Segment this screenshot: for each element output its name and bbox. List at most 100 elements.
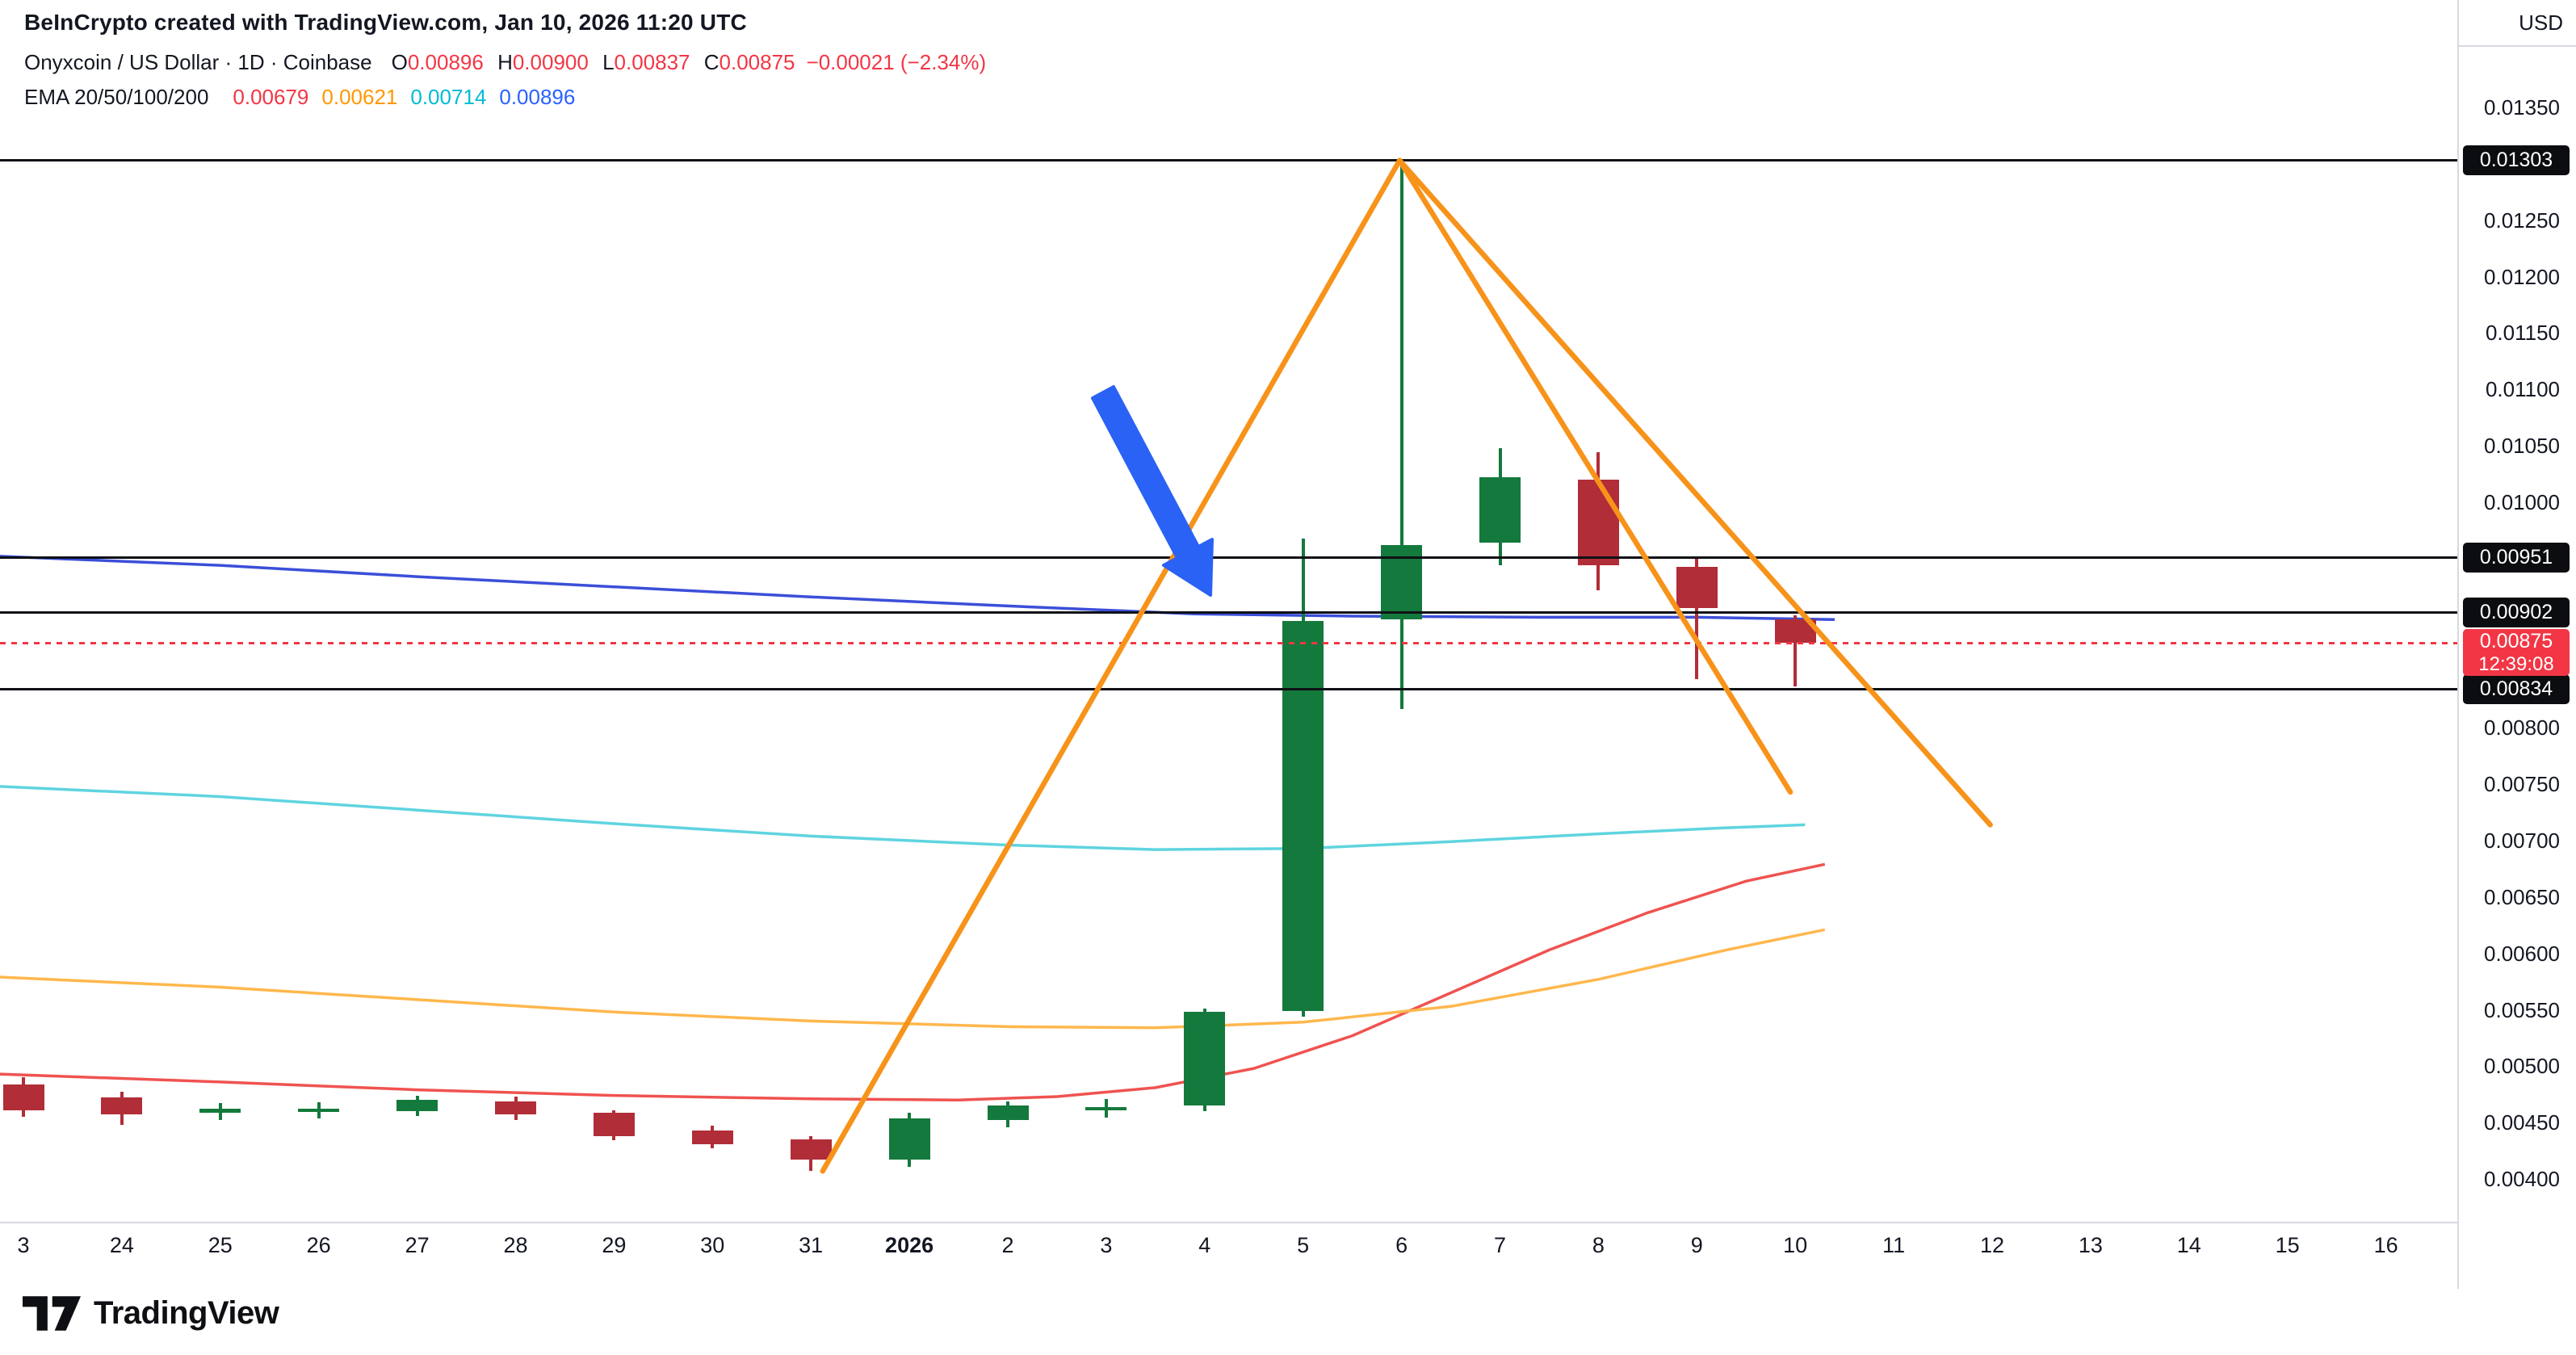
candle[interactable] bbox=[199, 1109, 241, 1113]
candle[interactable] bbox=[790, 1139, 832, 1160]
price-level-line[interactable] bbox=[0, 159, 2457, 162]
price-tick-label: 0.01050 bbox=[2484, 434, 2560, 459]
candle-wick bbox=[1794, 615, 1798, 686]
ema-20-value: 0.00679 bbox=[233, 85, 309, 109]
candle[interactable] bbox=[1184, 1012, 1226, 1106]
price-level-line[interactable] bbox=[0, 611, 2457, 615]
trendline-descending-1[interactable] bbox=[1396, 157, 1794, 795]
price-level-badge: 0.01303 bbox=[2463, 145, 2570, 176]
last-price-badge: 0.00875 12:39:08 bbox=[2463, 628, 2570, 676]
trendline-descending-2[interactable] bbox=[1396, 157, 1993, 828]
price-tick-label: 0.01350 bbox=[2484, 95, 2560, 120]
candle[interactable] bbox=[101, 1097, 143, 1115]
last-price-value: 0.00875 bbox=[2479, 630, 2553, 652]
price-tick-label: 0.01000 bbox=[2484, 489, 2560, 514]
candle[interactable] bbox=[1676, 566, 1718, 609]
low-label: L bbox=[602, 50, 615, 74]
price-level-badge: 0.00834 bbox=[2463, 674, 2570, 705]
tradingview-brand-text: TradingView bbox=[94, 1295, 279, 1331]
ema-legend-values: 0.00679 0.00621 0.00714 0.00896 bbox=[220, 85, 575, 110]
candles-layer bbox=[2, 160, 1816, 1172]
ema-50-value: 0.00621 bbox=[321, 85, 398, 109]
price-tick-label: 0.00800 bbox=[2484, 715, 2560, 740]
candle-wick bbox=[1399, 160, 1403, 709]
price-tick-label: 0.01200 bbox=[2484, 264, 2560, 289]
price-level-badge: 0.00951 bbox=[2463, 542, 2570, 573]
time-tick-label: 13 bbox=[2078, 1233, 2103, 1257]
candle[interactable] bbox=[1479, 477, 1521, 543]
time-tick-label: 3 bbox=[1100, 1233, 1113, 1257]
symbol-title: Onyxcoin / US Dollar · 1D · Coinbase bbox=[24, 50, 372, 74]
last-price-line bbox=[0, 642, 2457, 644]
time-tick-label: 16 bbox=[2373, 1233, 2398, 1257]
close-value: 0.00875 bbox=[719, 50, 795, 74]
candle[interactable] bbox=[987, 1105, 1029, 1121]
time-tick-label: 11 bbox=[1882, 1233, 1906, 1257]
price-tick-label: 0.01250 bbox=[2484, 208, 2560, 233]
time-tick-label: 9 bbox=[1690, 1233, 1703, 1257]
time-tick-label: 5 bbox=[1297, 1233, 1310, 1257]
time-tick-label: 31 bbox=[799, 1233, 824, 1257]
candle[interactable] bbox=[2, 1084, 44, 1110]
time-tick-label: 7 bbox=[1493, 1233, 1507, 1257]
candle[interactable] bbox=[1282, 620, 1324, 1011]
candle[interactable] bbox=[593, 1112, 635, 1136]
trendline-ascending[interactable] bbox=[820, 157, 1403, 1174]
high-label: H bbox=[497, 50, 513, 74]
open-value: 0.00896 bbox=[407, 50, 484, 74]
ema-200-line[interactable] bbox=[0, 555, 1836, 621]
candle[interactable] bbox=[888, 1118, 930, 1160]
price-level-line[interactable] bbox=[0, 556, 2457, 559]
time-tick-label: 2 bbox=[1001, 1233, 1014, 1257]
tradingview-brand-link[interactable]: TradingView bbox=[23, 1295, 279, 1332]
time-tick-label: 24 bbox=[109, 1233, 134, 1257]
time-axis[interactable]: 3 24 25 26 27 28 29 30 31 2026 2 3 4 5 6 7 8 9 10 11 12 13 14 1… bbox=[0, 1222, 2576, 1290]
time-tick-label: 25 bbox=[208, 1233, 233, 1257]
arrow-annotation[interactable] bbox=[1091, 385, 1214, 597]
ema-lines-layer bbox=[0, 555, 1836, 1101]
attribution-text: BeInCrypto created with TradingView.com,… bbox=[24, 10, 747, 35]
time-tick-label: 15 bbox=[2275, 1233, 2300, 1257]
drawings-layer bbox=[820, 157, 1993, 1174]
axis-currency-label: USD bbox=[2459, 0, 2576, 47]
time-tick-label: 10 bbox=[1783, 1233, 1808, 1257]
price-tick-label: 0.00500 bbox=[2484, 1054, 2560, 1079]
chart-plot-area[interactable] bbox=[0, 0, 2457, 1222]
ema-20-line[interactable] bbox=[0, 862, 1826, 1101]
price-tick-label: 0.00600 bbox=[2484, 941, 2560, 966]
candle[interactable] bbox=[396, 1100, 438, 1112]
ema-100-line[interactable] bbox=[0, 785, 1806, 851]
low-value: 0.00837 bbox=[614, 50, 690, 74]
time-tick-label: 29 bbox=[602, 1233, 627, 1257]
symbol-legend-row: Onyxcoin / US Dollar · 1D · Coinbase O0.… bbox=[24, 50, 986, 75]
candle[interactable] bbox=[495, 1101, 536, 1115]
change-value: −0.00021 (−2.34%) bbox=[806, 50, 987, 74]
time-tick-label: 8 bbox=[1592, 1233, 1605, 1257]
ema-50-line[interactable] bbox=[0, 928, 1826, 1030]
time-tick-label: 30 bbox=[700, 1233, 725, 1257]
close-label: C bbox=[703, 50, 720, 74]
chart-header: BeInCrypto created with TradingView.com,… bbox=[24, 10, 986, 110]
price-tick-label: 0.00550 bbox=[2484, 997, 2560, 1022]
tradingview-logo-icon bbox=[23, 1296, 81, 1331]
price-tick-label: 0.00400 bbox=[2484, 1167, 2560, 1191]
candle[interactable] bbox=[1085, 1106, 1127, 1110]
price-tick-label: 0.01100 bbox=[2485, 377, 2560, 402]
price-tick-label: 0.00750 bbox=[2484, 772, 2560, 797]
price-level-line[interactable] bbox=[0, 688, 2457, 691]
price-tick-label: 0.00700 bbox=[2484, 828, 2560, 853]
time-tick-label: 27 bbox=[405, 1233, 430, 1257]
time-tick-label: 12 bbox=[1979, 1233, 2005, 1257]
candle[interactable] bbox=[298, 1109, 340, 1113]
candle[interactable] bbox=[1577, 480, 1619, 566]
ema-legend-row: EMA 20/50/100/200 0.00679 0.00621 0.00714 0… bbox=[24, 85, 986, 110]
ohlc-values: O0.00896 H0.00900 L0.00837 C0.00875 bbox=[384, 50, 795, 75]
time-tick-label: 6 bbox=[1395, 1233, 1408, 1257]
time-tick-label: 14 bbox=[2176, 1233, 2201, 1257]
time-tick-label: 28 bbox=[503, 1233, 528, 1257]
candle[interactable] bbox=[691, 1130, 733, 1144]
price-axis[interactable]: USD 0.01350 0.01250 0.01200 0.01150 0.01100 0… bbox=[2457, 0, 2576, 1289]
bar-countdown: 12:39:08 bbox=[2478, 653, 2554, 675]
high-value: 0.00900 bbox=[512, 50, 589, 74]
